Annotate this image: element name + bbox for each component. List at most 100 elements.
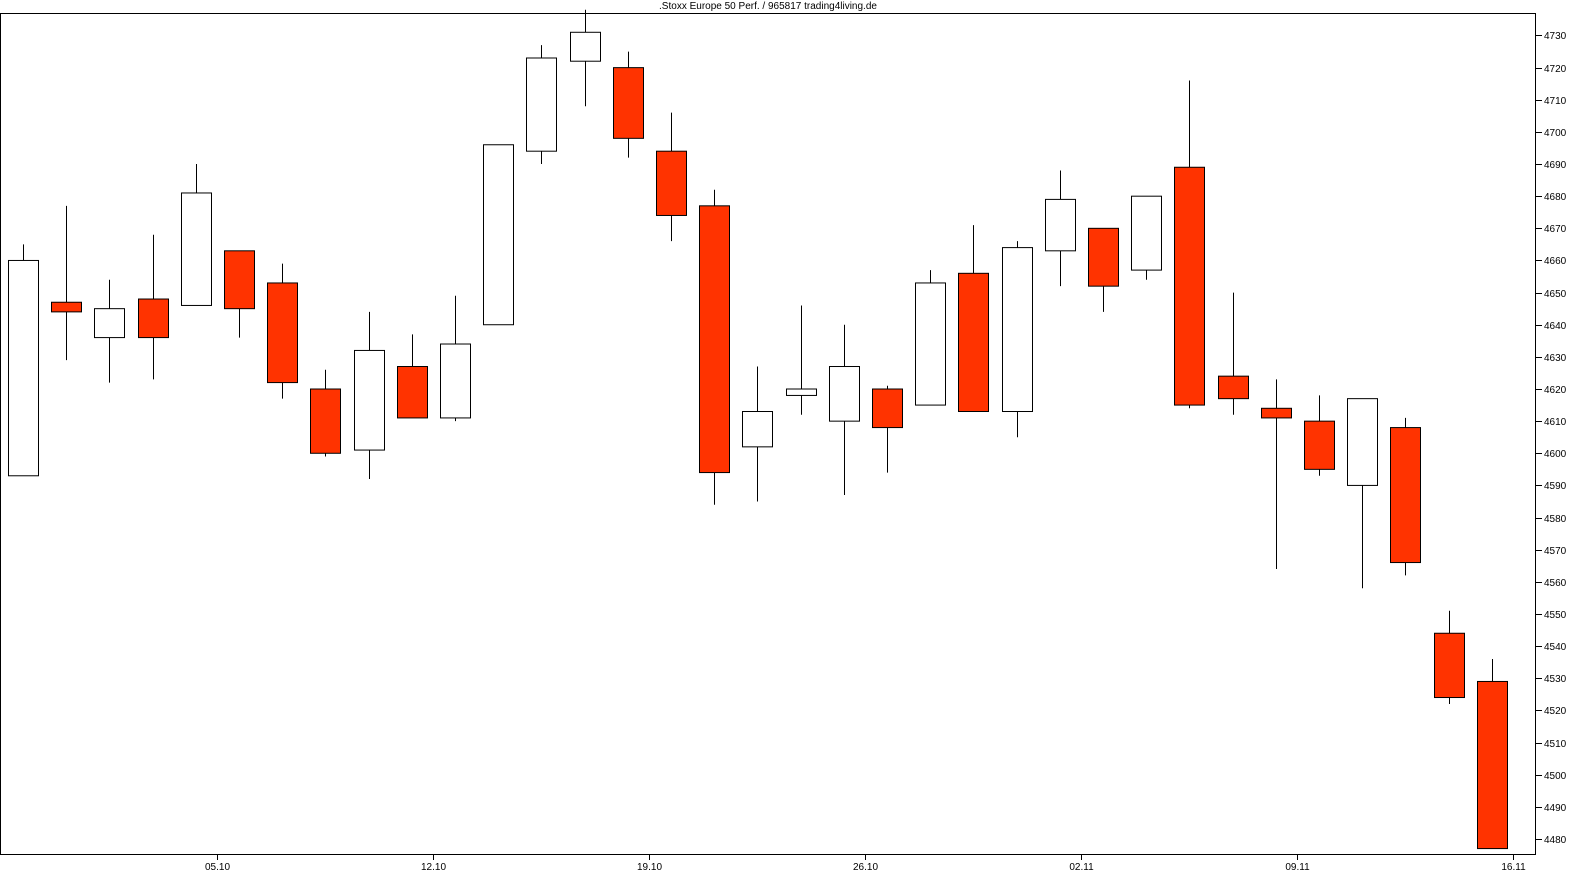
y-tick-label: 4510 <box>1544 739 1567 750</box>
candle-body <box>1174 166 1205 406</box>
candle-body <box>1304 420 1335 470</box>
candle-body <box>786 388 817 396</box>
candle-body <box>570 31 601 62</box>
y-tick-label: 4500 <box>1544 771 1567 782</box>
candle-body <box>613 67 644 139</box>
candle-up <box>786 305 817 415</box>
candles <box>8 9 1508 850</box>
candle-up <box>354 311 385 479</box>
candle-body <box>1131 195 1162 271</box>
candle-down <box>958 225 989 413</box>
y-tick-label: 4700 <box>1544 128 1567 139</box>
x-tick-label: 09.11 <box>1285 862 1310 873</box>
x-tick-label: 12.10 <box>421 862 446 873</box>
y-axis: 4480 4490 4500 4510 4520 4530 4540 4550 4560 4570… <box>1536 31 1567 846</box>
y-tick-label: 4600 <box>1544 449 1567 460</box>
y-tick-label: 4720 <box>1544 64 1567 75</box>
candle-body <box>354 349 385 451</box>
candle-up <box>1131 195 1162 280</box>
candle-down <box>1088 227 1119 312</box>
candle-body <box>1434 632 1465 699</box>
y-tick-label: 4640 <box>1544 321 1567 332</box>
candle-body <box>915 282 946 406</box>
candle-up <box>1045 170 1076 287</box>
candle-body <box>1390 427 1421 564</box>
candle-up <box>1347 398 1378 589</box>
y-tick-label: 4680 <box>1544 192 1567 203</box>
candle-down <box>656 112 687 242</box>
candle-body <box>181 192 212 306</box>
candle-down <box>397 334 428 419</box>
candle-up <box>570 9 601 107</box>
candle-body <box>310 388 341 454</box>
candle-up <box>526 45 557 165</box>
candle-body <box>94 308 125 339</box>
candle-down <box>51 205 82 361</box>
candle-up <box>829 324 860 496</box>
candle-body <box>829 366 860 422</box>
candle-body <box>224 250 255 310</box>
candle-down <box>138 234 169 380</box>
candle-up <box>181 164 212 306</box>
candle-down <box>224 250 255 338</box>
y-tick-label: 4670 <box>1544 224 1567 235</box>
candle-up <box>742 366 773 502</box>
candle-down <box>1434 610 1465 704</box>
y-tick-label: 4710 <box>1544 96 1567 107</box>
candle-up <box>915 270 946 406</box>
candle-down <box>613 51 644 158</box>
candle-up <box>1002 241 1033 438</box>
candle-down <box>1261 379 1292 569</box>
y-tick-label: 4610 <box>1544 417 1567 428</box>
x-tick-label: 05.10 <box>205 862 230 873</box>
x-tick-label: 19.10 <box>637 862 662 873</box>
candle-body <box>699 205 730 474</box>
candle-body <box>483 144 514 326</box>
candle-body <box>1477 680 1508 850</box>
candle-down <box>267 263 298 399</box>
candle-body <box>526 57 557 152</box>
candle-body <box>51 301 82 313</box>
x-tick-label: 26.10 <box>853 862 878 873</box>
candle-down <box>1218 292 1249 415</box>
candle-down <box>1174 80 1205 409</box>
candle-body <box>8 259 39 477</box>
candle-body <box>138 298 169 339</box>
y-tick-label: 4480 <box>1544 835 1567 846</box>
candle-body <box>1347 398 1378 486</box>
y-tick-label: 4490 <box>1544 803 1567 814</box>
candle-down <box>1477 658 1508 850</box>
y-tick-label: 4590 <box>1544 481 1567 492</box>
candle-body <box>872 388 903 429</box>
y-tick-label: 4690 <box>1544 160 1567 171</box>
candle-down <box>699 189 730 505</box>
y-tick-label: 4550 <box>1544 610 1567 621</box>
candle-down <box>872 385 903 473</box>
candle-body <box>397 366 428 419</box>
candle-up <box>483 144 514 326</box>
candle-up <box>94 279 125 383</box>
y-tick-label: 4650 <box>1544 289 1567 300</box>
y-tick-label: 4620 <box>1544 385 1567 396</box>
candle-down <box>310 369 341 457</box>
candle-body <box>440 343 471 419</box>
candle-body <box>958 272 989 413</box>
candle-body <box>267 282 298 384</box>
y-tick-label: 4660 <box>1544 256 1567 267</box>
y-tick-label: 4730 <box>1544 31 1567 42</box>
x-tick-label: 02.11 <box>1069 862 1094 873</box>
candle-up <box>8 244 39 477</box>
y-tick-label: 4540 <box>1544 642 1567 653</box>
candle-body <box>1261 407 1292 419</box>
candle-body <box>1088 227 1119 287</box>
candle-body <box>656 150 687 216</box>
candle-body <box>1045 198 1076 252</box>
candle-body <box>1002 247 1033 413</box>
candle-up <box>440 295 471 422</box>
candle-down <box>1390 417 1421 576</box>
chart-title: .Stoxx Europe 50 Perf. / 965817 trading4… <box>659 1 877 12</box>
y-tick-label: 4570 <box>1544 546 1567 557</box>
candle-body <box>742 411 773 448</box>
y-tick-label: 4630 <box>1544 353 1567 364</box>
